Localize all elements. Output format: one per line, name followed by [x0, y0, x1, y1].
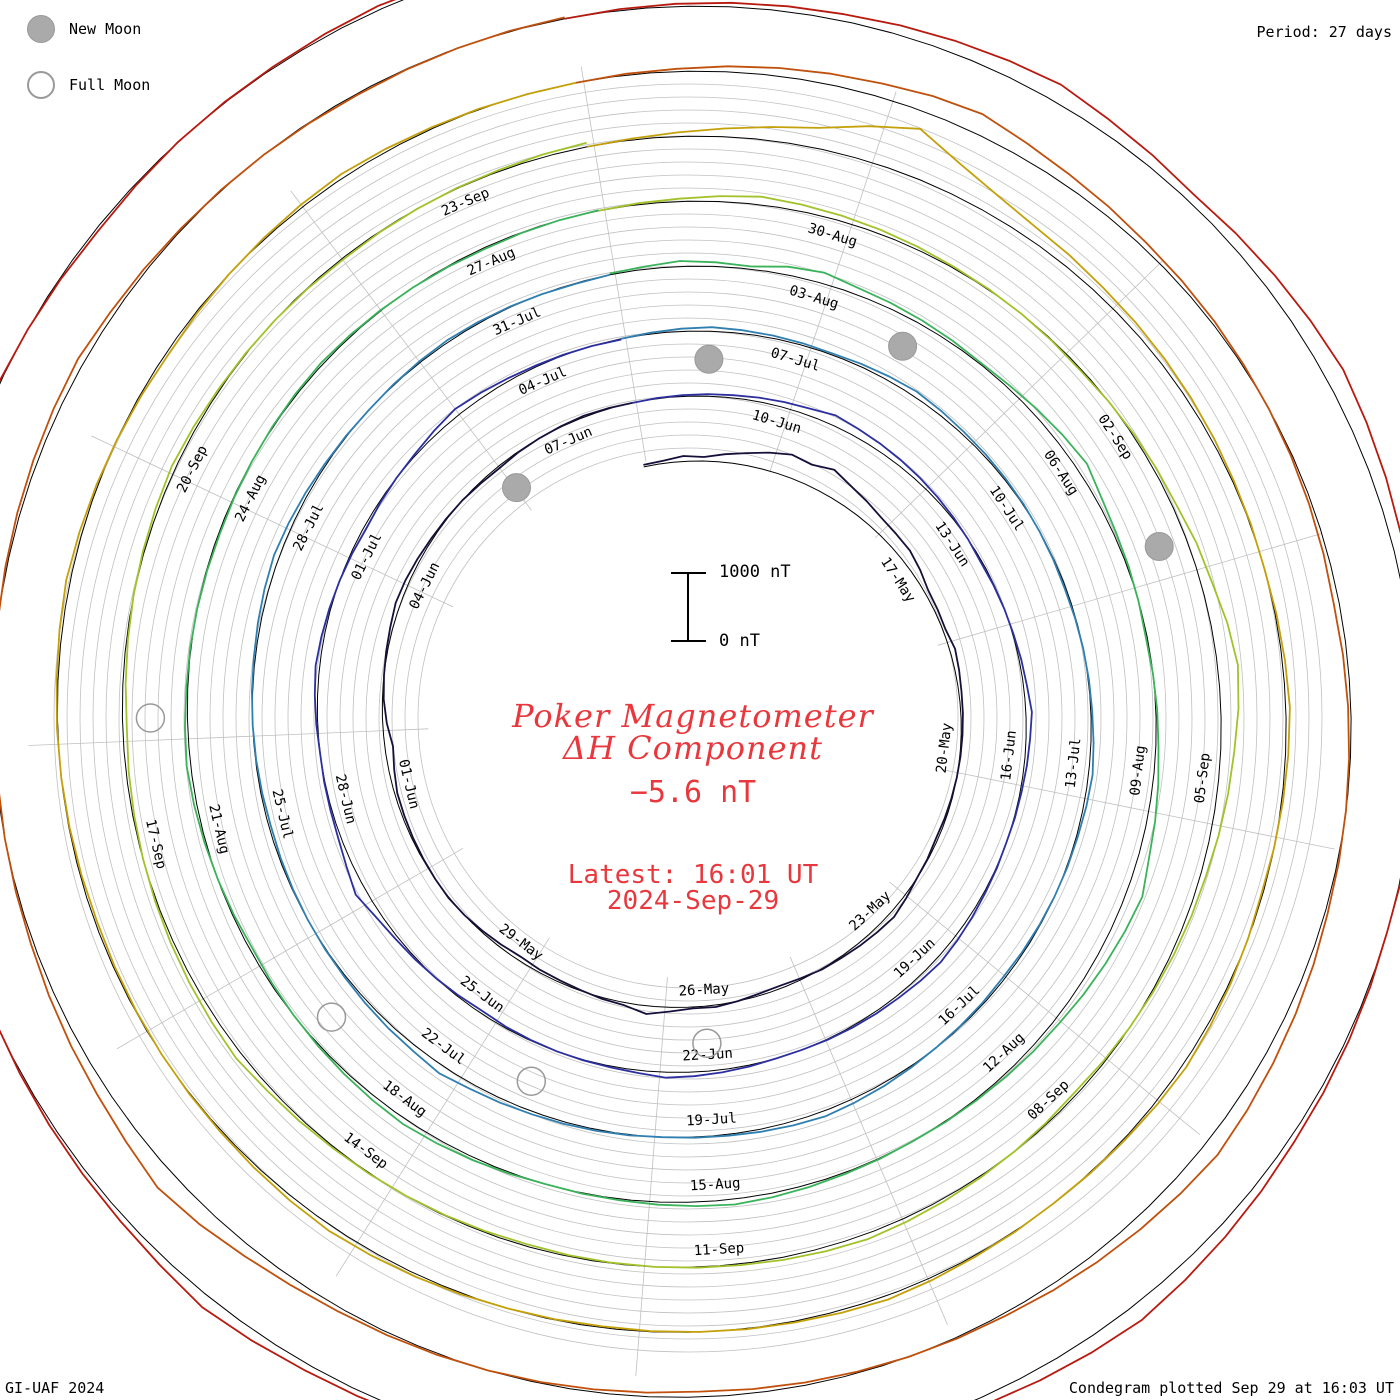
- grid-spoke: [889, 881, 1201, 1136]
- grid-circle: [66, 96, 1310, 1340]
- new-moon-marker: [694, 344, 724, 374]
- date-label: 15-Aug: [689, 1175, 740, 1194]
- grid-spoke: [116, 847, 464, 1050]
- moon-marker-layer: [135, 331, 1174, 1096]
- footer-credit: GI-UAF 2024: [5, 1379, 105, 1397]
- date-label: 20-May: [934, 722, 956, 774]
- chart-title: Poker Magnetometer: [512, 697, 874, 735]
- grid-circle: [222, 252, 1154, 1184]
- date-label: 16-Jul: [936, 983, 984, 1029]
- date-label: 02-Sep: [1094, 412, 1135, 463]
- current-value: −5.6 nT: [629, 775, 757, 810]
- series-line: [184, 209, 1160, 1207]
- footer-plot-time: Condegram plotted Sep 29 at 16:03 UT: [1068, 1379, 1394, 1397]
- date-label: 19-Jun: [891, 935, 939, 981]
- series-line: [124, 141, 1240, 1269]
- date-label: 09-Aug: [1127, 745, 1149, 797]
- series-line: [313, 338, 1033, 1079]
- date-label: 21-Aug: [205, 803, 232, 856]
- grid-spoke: [580, 66, 647, 462]
- scale-bar: [671, 572, 706, 642]
- grid-circle: [144, 174, 1232, 1262]
- new-moon-marker: [888, 331, 918, 361]
- grid-spoke: [335, 937, 550, 1277]
- date-label: 12-Aug: [980, 1030, 1028, 1076]
- date-label: 10-Jul: [986, 483, 1027, 534]
- full-moon-marker: [316, 1002, 347, 1032]
- date-label: 16-Jun: [998, 729, 1020, 781]
- new-moon-icon: [27, 15, 55, 43]
- grid-layer: [28, 66, 1335, 1376]
- full-moon-label: Full Moon: [69, 76, 151, 94]
- date-label: 22-Jun: [682, 1046, 733, 1065]
- latest-time: Latest: 16:01 UT: [567, 860, 819, 890]
- grid-circle: [92, 122, 1284, 1314]
- legend-full-moon: Full Moon: [27, 71, 150, 99]
- grid-circle: [404, 434, 972, 1002]
- new-moon-marker: [502, 473, 531, 503]
- grid-circle: [79, 109, 1297, 1327]
- legend-new-moon: New Moon: [27, 15, 141, 43]
- date-label: 13-Jun: [931, 519, 972, 570]
- grid-spoke: [290, 190, 532, 511]
- grid-circle: [196, 226, 1180, 1210]
- grid-circle: [131, 161, 1245, 1275]
- scale-top-label: 1000 nT: [719, 562, 791, 582]
- full-moon-marker: [516, 1066, 547, 1096]
- new-moon-marker: [1144, 532, 1174, 561]
- grid-circle: [287, 317, 1089, 1119]
- date-label: 11-Sep: [693, 1240, 744, 1259]
- full-moon-marker: [692, 1028, 722, 1058]
- series-line: [251, 273, 1095, 1139]
- grid-spoke: [937, 533, 1322, 646]
- scale-bottom-label: 0 nT: [719, 631, 760, 651]
- grid-spoke: [942, 769, 1335, 850]
- grid-circle: [313, 343, 1063, 1093]
- date-label: 07-Jul: [769, 345, 822, 375]
- date-label: 17-May: [877, 555, 918, 606]
- grid-circle: [118, 148, 1258, 1288]
- date-label: 03-Aug: [787, 283, 840, 313]
- grid-circle: [53, 83, 1323, 1353]
- date-label: 19-Jul: [686, 1111, 737, 1130]
- full-moon-icon: [27, 71, 55, 99]
- date-label: 13-Jul: [1063, 737, 1085, 789]
- grid-circle: [417, 447, 959, 989]
- grid-circle: [391, 421, 985, 1015]
- grid-circle: [209, 239, 1167, 1197]
- period-label: Period: 27 days: [1256, 23, 1392, 41]
- date-label: 06-Aug: [1040, 447, 1081, 498]
- series-line: [0, 16, 1350, 1394]
- date-label: 10-Jun: [750, 407, 803, 437]
- grid-spoke: [769, 91, 897, 472]
- grid-spoke: [789, 956, 948, 1325]
- date-label: 30-Aug: [806, 220, 859, 250]
- grid-circle: [183, 213, 1193, 1223]
- grid-circle: [352, 382, 1024, 1054]
- grid-circle: [339, 369, 1037, 1067]
- grid-spoke: [91, 435, 454, 608]
- grid-spoke: [635, 977, 668, 1376]
- grid-spoke: [28, 728, 429, 746]
- series-line: [55, 81, 1291, 1333]
- grid-circle: [261, 291, 1115, 1145]
- grid-circle: [326, 356, 1050, 1080]
- new-moon-label: New Moon: [69, 20, 142, 38]
- series-line: [382, 402, 964, 1015]
- full-moon-marker: [135, 703, 166, 733]
- chart-subtitle: ΔH Component: [562, 729, 824, 767]
- date-label: 05-Sep: [1192, 752, 1214, 804]
- latest-date: 2024-Sep-29: [606, 886, 780, 916]
- grid-circle: [157, 187, 1219, 1249]
- date-label: 26-May: [678, 981, 729, 1000]
- grid-circle: [274, 304, 1102, 1132]
- grid-circle: [378, 408, 998, 1028]
- date-label: 08-Sep: [1025, 1077, 1073, 1123]
- grid-circle: [248, 278, 1128, 1158]
